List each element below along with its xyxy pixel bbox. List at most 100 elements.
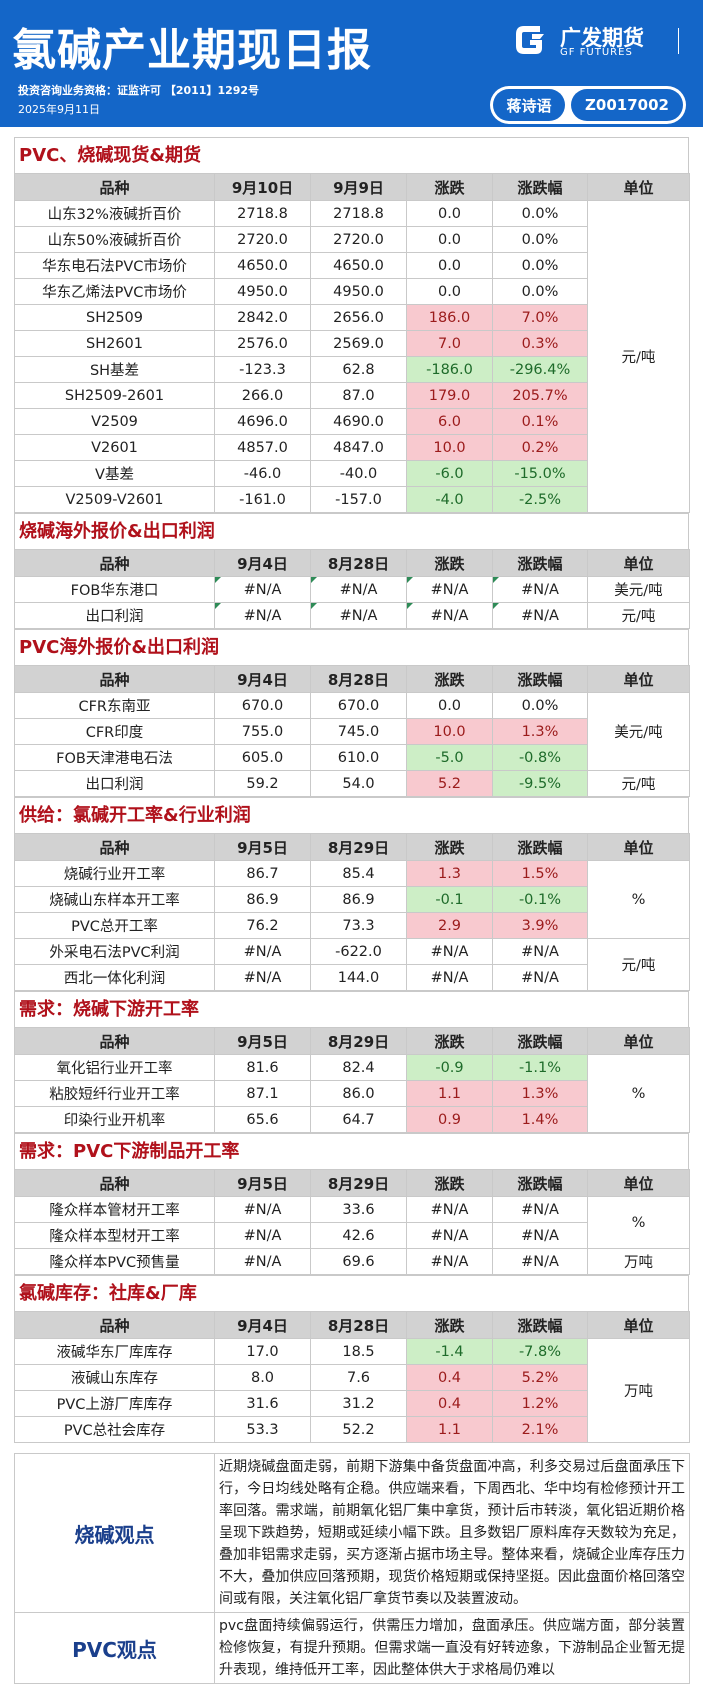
table-row: V2509-V2601 -161.0 -157.0 -4.0 -2.5% xyxy=(14,486,690,513)
table-row: 山东32%液碱折百价 2718.8 2718.8 0.0 0.0% 元/吨 xyxy=(14,200,690,513)
column-header: 品种 xyxy=(14,833,215,861)
value-cell: #N/A xyxy=(214,964,311,991)
change-cell: #N/A xyxy=(406,1196,493,1223)
unit-cell: % xyxy=(587,1054,690,1133)
column-header: 涨跌 xyxy=(406,173,493,201)
change-pct-cell: 0.0% xyxy=(492,252,588,279)
value-cell: 2718.8 xyxy=(310,200,407,227)
change-cell: 179.0 xyxy=(406,382,493,409)
change-cell: 0.0 xyxy=(406,226,493,253)
row-label: 西北一体化利润 xyxy=(14,964,215,991)
report-content: PVC、烧碱现货&期货 品种 9月10日 9月9日 涨跌 涨跌幅 单位 山东32%液碱折百价 2… xyxy=(14,137,690,1684)
value-cell: 670.0 xyxy=(310,692,407,719)
change-cell: #N/A xyxy=(406,602,493,629)
value-cell: 755.0 xyxy=(214,718,311,745)
row-label: 隆众样本型材开工率 xyxy=(14,1222,215,1249)
row-label: 液碱山东库存 xyxy=(14,1364,215,1391)
change-pct-cell: -1.1% xyxy=(492,1054,588,1081)
change-cell: 186.0 xyxy=(406,304,493,331)
value-cell: 745.0 xyxy=(310,718,407,745)
column-header: 品种 xyxy=(14,1169,215,1197)
section-title: PVC海外报价&出口利润 xyxy=(14,629,689,665)
change-cell: #N/A xyxy=(406,1248,493,1275)
report-title: 氯碱产业期现日报 xyxy=(12,25,372,76)
column-header: 9月4日 xyxy=(214,1311,311,1339)
company-logo: 广发期货 GF FUTURES xyxy=(510,20,690,60)
value-cell: 87.0 xyxy=(310,382,407,409)
table-row: CFR东南亚 670.0 670.0 0.0 0.0% 美元/吨 xyxy=(14,692,690,771)
change-cell: -186.0 xyxy=(406,356,493,383)
change-cell: 0.4 xyxy=(406,1364,493,1391)
value-cell: 605.0 xyxy=(214,744,311,771)
change-cell: 10.0 xyxy=(406,718,493,745)
value-cell: 53.3 xyxy=(214,1416,311,1443)
value-cell: 85.4 xyxy=(310,860,407,887)
table-row: 隆众样本型材开工率 #N/A 42.6 #N/A #N/A xyxy=(14,1222,690,1249)
column-header: 8月28日 xyxy=(310,665,407,693)
column-header: 品种 xyxy=(14,173,215,201)
table-row: 出口利润 59.2 54.0 5.2 -9.5% 元/吨 xyxy=(14,770,690,797)
column-header: 8月29日 xyxy=(310,1169,407,1197)
table-row: 出口利润 #N/A #N/A #N/A #N/A 元/吨 xyxy=(14,602,690,629)
data-table: 品种 9月4日 8月28日 涨跌 涨跌幅 单位 液碱华东厂库库存 17.0 18.5 -1.4 -7… xyxy=(14,1311,690,1443)
table-header-row: 品种 9月5日 8月29日 涨跌 涨跌幅 单位 xyxy=(14,1027,690,1055)
analyst-code: Z0017002 xyxy=(571,89,683,121)
row-label: 液碱华东厂库库存 xyxy=(14,1338,215,1365)
value-cell: 4650.0 xyxy=(310,252,407,279)
value-cell: #N/A xyxy=(214,602,311,629)
table-row: SH2601 2576.0 2569.0 7.0 0.3% xyxy=(14,330,690,357)
value-cell: 610.0 xyxy=(310,744,407,771)
change-pct-cell: #N/A xyxy=(492,1248,588,1275)
change-pct-cell: 1.5% xyxy=(492,860,588,887)
column-header: 单位 xyxy=(587,173,690,201)
change-cell: 0.0 xyxy=(406,200,493,227)
column-header: 9月4日 xyxy=(214,665,311,693)
row-label: 华东电石法PVC市场价 xyxy=(14,252,215,279)
row-label: V2509-V2601 xyxy=(14,486,215,513)
value-cell: 4847.0 xyxy=(310,434,407,461)
row-label: 印染行业开机率 xyxy=(14,1106,215,1133)
table-row: 印染行业开机率 65.6 64.7 0.9 1.4% xyxy=(14,1106,690,1133)
change-cell: -6.0 xyxy=(406,460,493,487)
change-cell: 1.1 xyxy=(406,1416,493,1443)
column-header: 涨跌 xyxy=(406,1311,493,1339)
value-cell: #N/A xyxy=(310,602,407,629)
row-label: 山东32%液碱折百价 xyxy=(14,200,215,227)
row-label: SH2509-2601 xyxy=(14,382,215,409)
unit-cell: 元/吨 xyxy=(587,770,690,797)
change-pct-cell: #N/A xyxy=(492,576,588,603)
column-header: 9月5日 xyxy=(214,1169,311,1197)
table-row: 隆众样本PVC预售量 #N/A 69.6 #N/A #N/A 万吨 xyxy=(14,1248,690,1275)
change-pct-cell: 3.9% xyxy=(492,912,588,939)
change-pct-cell: 7.0% xyxy=(492,304,588,331)
value-cell: 65.6 xyxy=(214,1106,311,1133)
table-row: 烧碱山东样本开工率 86.9 86.9 -0.1 -0.1% xyxy=(14,886,690,913)
change-cell: 0.0 xyxy=(406,252,493,279)
change-pct-cell: 0.3% xyxy=(492,330,588,357)
table-row: 液碱华东厂库库存 17.0 18.5 -1.4 -7.8% 万吨 xyxy=(14,1338,690,1443)
logo-en-text: GF FUTURES xyxy=(560,47,633,58)
table-row: PVC总社会库存 53.3 52.2 1.1 2.1% xyxy=(14,1416,690,1443)
row-label: SH2509 xyxy=(14,304,215,331)
value-cell: 82.4 xyxy=(310,1054,407,1081)
value-cell: 2569.0 xyxy=(310,330,407,357)
value-cell: -157.0 xyxy=(310,486,407,513)
row-label: FOB天津港电石法 xyxy=(14,744,215,771)
change-pct-cell: -0.1% xyxy=(492,886,588,913)
column-header: 涨跌 xyxy=(406,1027,493,1055)
column-header: 涨跌 xyxy=(406,549,493,577)
change-pct-cell: #N/A xyxy=(492,1196,588,1223)
change-cell: 5.2 xyxy=(406,770,493,797)
value-cell: 76.2 xyxy=(214,912,311,939)
change-pct-cell: -0.8% xyxy=(492,744,588,771)
change-pct-cell: 5.2% xyxy=(492,1364,588,1391)
unit-cell: 美元/吨 xyxy=(587,692,690,771)
value-cell: 86.9 xyxy=(214,886,311,913)
data-table: 品种 9月10日 9月9日 涨跌 涨跌幅 单位 山东32%液碱折百价 2718.8 2718.8… xyxy=(14,173,690,513)
gf-logo-icon xyxy=(516,26,544,54)
change-pct-cell: #N/A xyxy=(492,964,588,991)
change-cell: 2.9 xyxy=(406,912,493,939)
change-pct-cell: 205.7% xyxy=(492,382,588,409)
row-label: SH2601 xyxy=(14,330,215,357)
unit-cell: % xyxy=(587,1196,690,1249)
